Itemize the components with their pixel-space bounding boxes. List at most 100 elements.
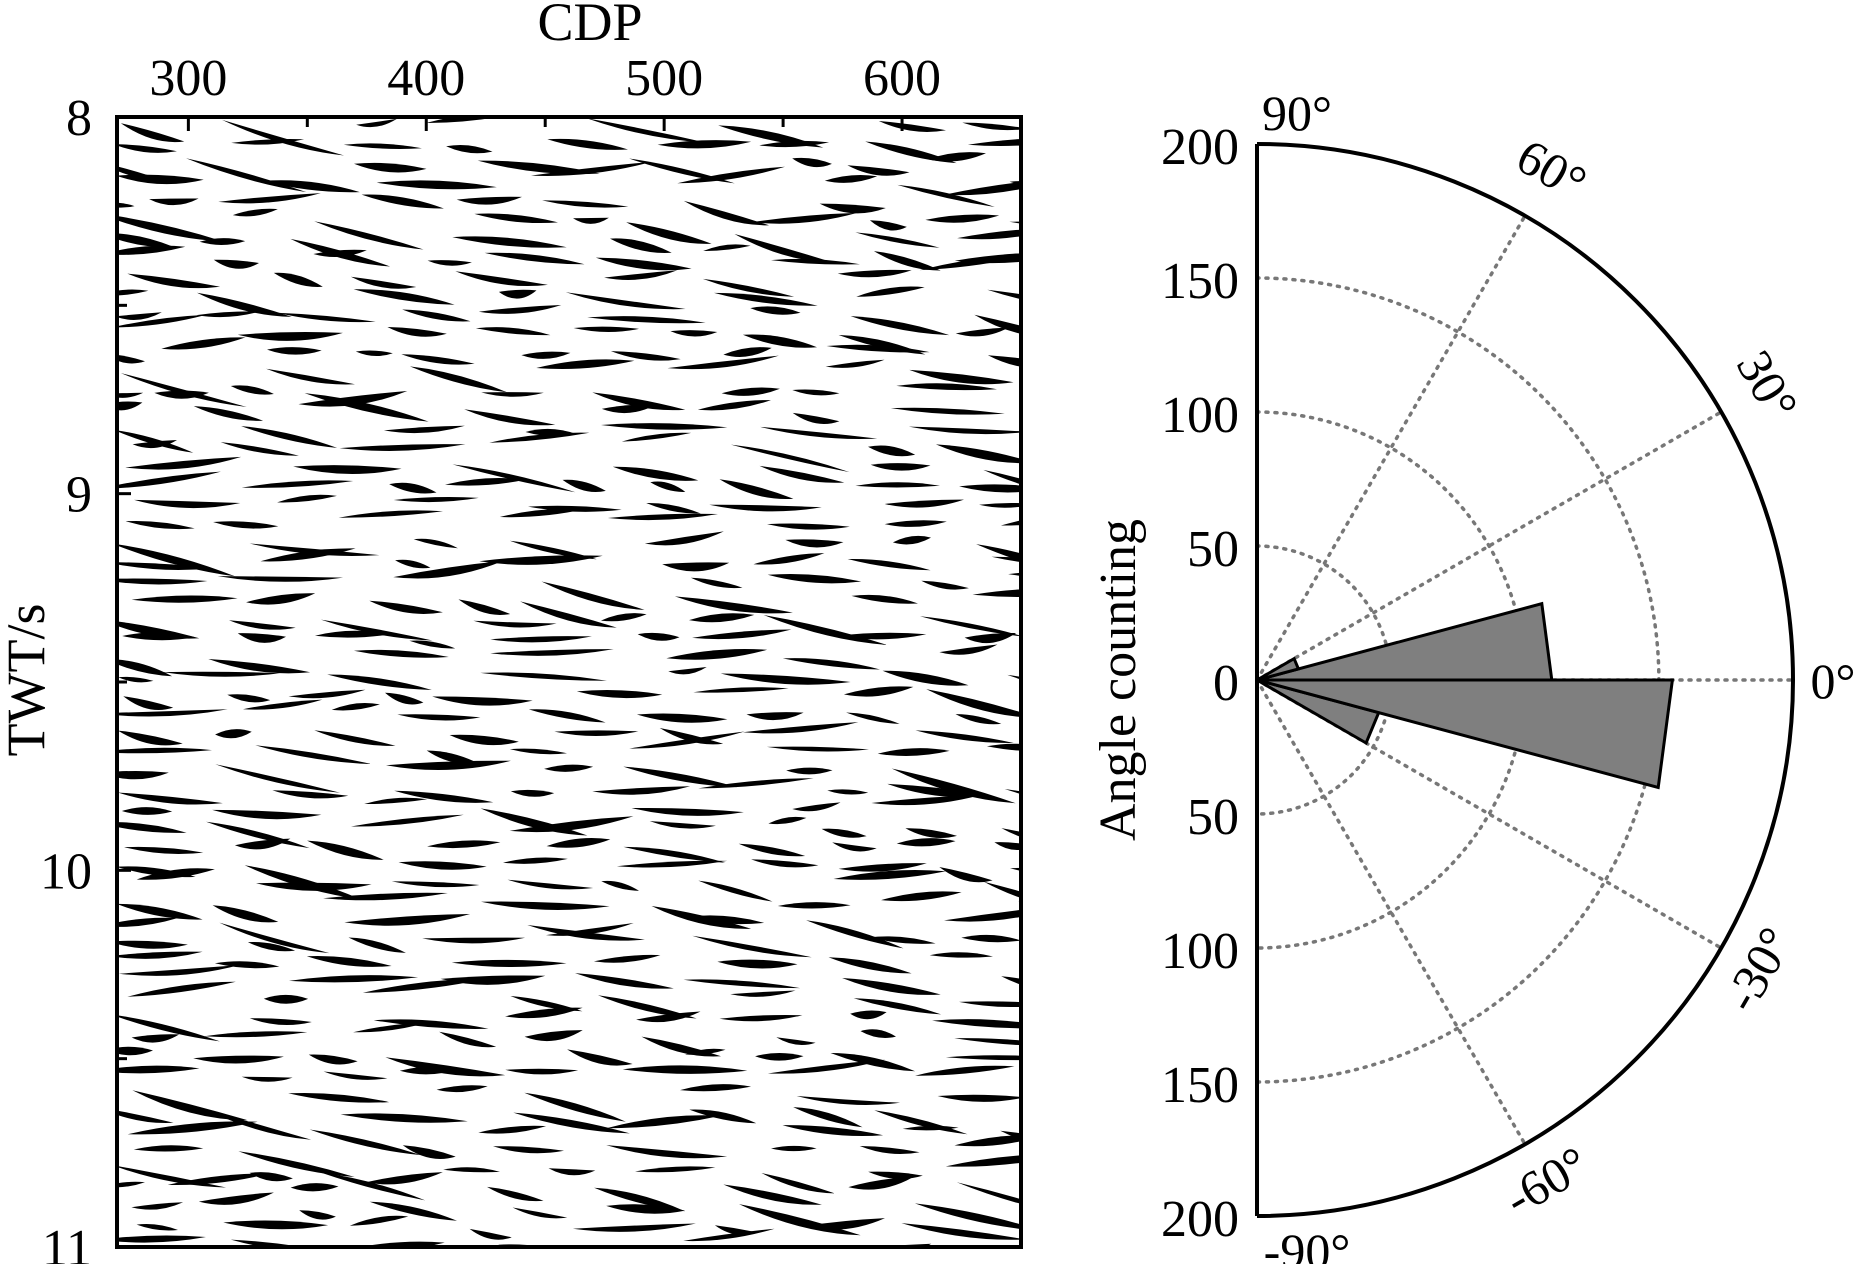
seismic-event bbox=[427, 840, 501, 849]
seismic-event bbox=[306, 955, 392, 967]
seismic-event bbox=[927, 152, 986, 162]
seismic-event bbox=[117, 144, 177, 153]
seismic-event bbox=[1018, 901, 1021, 902]
seismic-event bbox=[1020, 384, 1021, 385]
seismic-event bbox=[637, 632, 680, 641]
seismic-event bbox=[167, 1173, 270, 1186]
seismic-event bbox=[505, 1007, 583, 1019]
seismic-event bbox=[394, 790, 494, 803]
seismic-event bbox=[117, 216, 225, 242]
seismic-event bbox=[897, 184, 995, 207]
seismic-event bbox=[439, 1031, 497, 1048]
seismic-event bbox=[850, 316, 950, 336]
seismic-event bbox=[957, 229, 1021, 240]
seismic-event bbox=[277, 494, 337, 503]
seismic-event bbox=[409, 366, 507, 393]
polar-angle-tick-label: -90° bbox=[1264, 1223, 1351, 1264]
seismic-event bbox=[293, 465, 402, 475]
seismic-event bbox=[481, 392, 544, 397]
seismic-event bbox=[117, 354, 145, 364]
seismic-event bbox=[573, 326, 639, 332]
seismic-event bbox=[478, 1125, 547, 1134]
seismic-event bbox=[503, 857, 568, 864]
seismic-event bbox=[824, 175, 878, 183]
seismic-event bbox=[730, 444, 850, 473]
seismic-event bbox=[1032, 159, 1133, 181]
seismic-event bbox=[231, 138, 305, 145]
seismic-event bbox=[994, 842, 1021, 850]
seismic-event bbox=[919, 253, 1021, 271]
seismic-event bbox=[212, 809, 322, 820]
seismic-y-tick-label: 9 bbox=[66, 467, 92, 524]
seismic-event bbox=[1020, 333, 1021, 334]
seismic-event bbox=[592, 786, 691, 795]
seismic-event bbox=[276, 312, 376, 323]
polar-r-tick-label: 200 bbox=[1161, 1191, 1239, 1248]
seismic-event bbox=[896, 383, 997, 391]
seismic-event bbox=[443, 1167, 500, 1173]
seismic-event bbox=[926, 689, 1021, 718]
seismic-event bbox=[806, 920, 904, 949]
seismic-event bbox=[426, 750, 476, 764]
seismic-event bbox=[954, 1135, 1021, 1147]
seismic-event bbox=[587, 316, 706, 324]
seismic-event bbox=[118, 965, 240, 976]
seismic-event bbox=[723, 1184, 822, 1205]
seismic-event bbox=[391, 881, 480, 888]
seismic-event bbox=[383, 425, 465, 434]
polar-bar bbox=[1256, 601, 1554, 682]
seismic-event bbox=[362, 978, 487, 993]
seismic-y-tick-label: 10 bbox=[40, 843, 92, 900]
seismic-event bbox=[983, 881, 1021, 898]
seismic-event bbox=[197, 292, 292, 317]
seismic-event bbox=[825, 359, 885, 368]
seismic-x-tick-label: 300 bbox=[149, 50, 227, 107]
seismic-event bbox=[117, 202, 135, 208]
seismic-event bbox=[723, 347, 772, 357]
seismic-event bbox=[776, 1037, 816, 1045]
seismic-event bbox=[939, 644, 998, 655]
seismic-event bbox=[877, 748, 950, 756]
seismic-event bbox=[220, 442, 299, 456]
seismic-event bbox=[162, 671, 280, 677]
seismic-event bbox=[547, 138, 628, 150]
seismic-event bbox=[908, 426, 1021, 435]
seismic-event bbox=[626, 222, 712, 244]
seismic-event bbox=[884, 520, 947, 527]
seismic-event bbox=[572, 1223, 696, 1232]
seismic-event bbox=[690, 577, 743, 589]
seismic-event bbox=[868, 936, 936, 944]
seismic-event bbox=[308, 1054, 358, 1065]
polar-r-tick-label: 200 bbox=[1161, 119, 1239, 176]
seismic-event bbox=[541, 581, 645, 610]
seismic-event bbox=[131, 1202, 184, 1210]
seismic-event bbox=[619, 1249, 661, 1263]
seismic-event bbox=[288, 689, 366, 699]
seismic-event bbox=[855, 232, 940, 248]
seismic-event bbox=[401, 354, 475, 365]
seismic-event bbox=[607, 513, 718, 521]
seismic-event bbox=[263, 994, 309, 1004]
seismic-event bbox=[193, 406, 264, 421]
seismic-event bbox=[227, 694, 271, 703]
seismic-event bbox=[117, 401, 143, 411]
seismic-event bbox=[945, 1055, 1021, 1061]
seismic-event bbox=[767, 1059, 886, 1074]
seismic-event bbox=[125, 456, 242, 470]
seismic-event bbox=[868, 1171, 923, 1179]
seismic-event bbox=[594, 1187, 685, 1212]
seismic-event bbox=[524, 1030, 583, 1042]
seismic-event bbox=[601, 880, 639, 891]
seismic-event bbox=[531, 161, 652, 176]
seismic-event bbox=[117, 1235, 206, 1243]
seismic-event bbox=[837, 269, 912, 278]
seismic-event bbox=[327, 674, 432, 690]
seismic-event bbox=[870, 463, 931, 471]
seismic-event bbox=[127, 1121, 258, 1135]
seismic-event bbox=[892, 535, 931, 545]
polar-r-tick-label: 50 bbox=[1187, 789, 1239, 846]
seismic-event bbox=[449, 734, 519, 746]
seismic-event bbox=[987, 355, 1021, 367]
seismic-event bbox=[836, 632, 927, 640]
